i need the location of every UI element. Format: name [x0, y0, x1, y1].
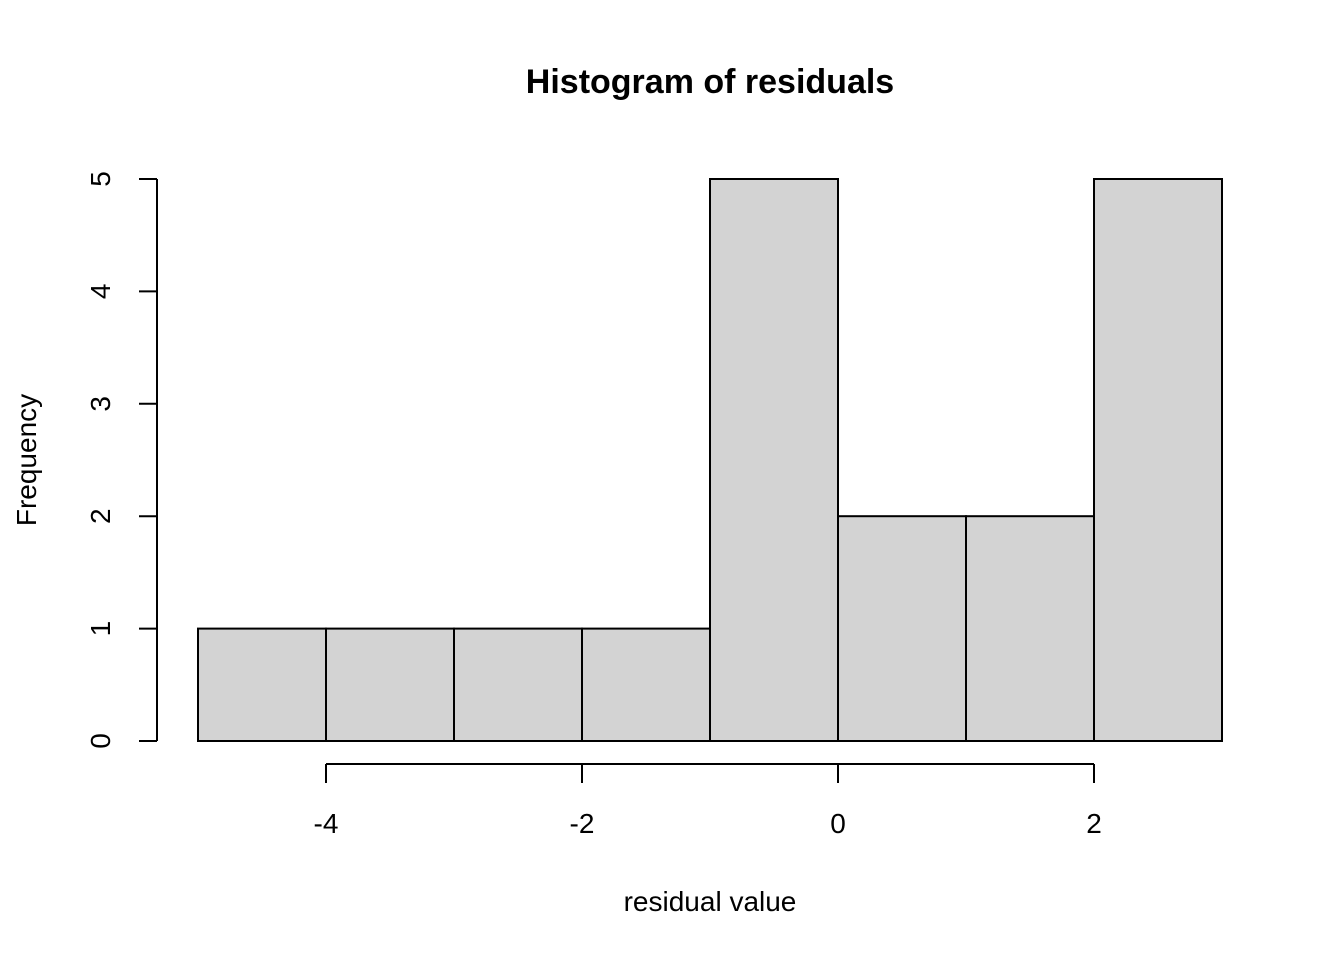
x-tick-label: 2	[1086, 808, 1102, 839]
histogram-bar-8	[1093, 178, 1223, 742]
x-axis: -4 -2 0 2	[314, 763, 1102, 839]
y-tick-label: 2	[85, 508, 116, 524]
histogram-bar-1	[197, 627, 327, 742]
x-tick-label: 0	[830, 808, 846, 839]
y-axis-label: Frequency	[11, 394, 42, 526]
histogram-bar-5	[709, 178, 839, 742]
histogram-bar-4	[581, 627, 711, 742]
y-tick-label: 3	[85, 396, 116, 412]
x-axis-label: residual value	[624, 886, 797, 917]
y-tick-label: 4	[85, 284, 116, 300]
x-tick-label: -4	[314, 808, 339, 839]
histogram-bar-7	[965, 515, 1095, 743]
y-tick-label: 1	[85, 621, 116, 637]
x-tick-label: -2	[570, 808, 595, 839]
histogram-bar-3	[453, 627, 583, 742]
histogram-bar-6	[837, 515, 967, 743]
y-tick-label: 0	[85, 733, 116, 749]
bars-group	[197, 178, 1223, 743]
chart-title: Histogram of residuals	[526, 63, 894, 101]
y-axis: 0 1 2 3 4 5	[85, 171, 158, 749]
histogram-bar-2	[325, 627, 455, 742]
y-tick-label: 5	[85, 171, 116, 187]
